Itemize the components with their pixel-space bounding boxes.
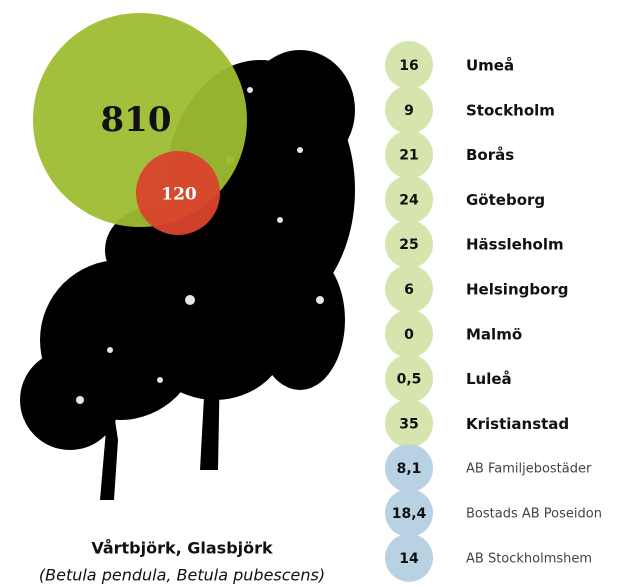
city-name: Malmö: [466, 325, 522, 343]
company-name: AB Familjebostäder: [466, 462, 592, 477]
small-value: 120: [161, 185, 197, 205]
city-name: Borås: [466, 146, 514, 164]
value-label: 6: [404, 282, 414, 298]
value-label: 24: [399, 192, 419, 208]
caption-subtitle: (Betula pendula, Betula pubescens): [39, 566, 325, 585]
infographic: 810 120 16 Umeå 9 Stockholm 21 Borås 24 Götebor…: [0, 0, 624, 587]
city-name: Göteborg: [466, 191, 545, 209]
city-name: Hässleholm: [466, 236, 564, 254]
value-label: 0: [404, 327, 414, 343]
value-label: 21: [399, 148, 418, 164]
city-name: Luleå: [466, 370, 512, 388]
city-name: Kristianstad: [466, 415, 569, 433]
city-name: Helsingborg: [466, 281, 569, 299]
list: 16 Umeå 9 Stockholm 21 Borås 24 Göteborg 25 Hässl…: [385, 41, 602, 582]
value-label: 25: [399, 237, 418, 253]
city-name: Stockholm: [466, 101, 555, 119]
city-name: Umeå: [466, 57, 514, 75]
value-label: 16: [399, 58, 418, 74]
value-label: 0,5: [397, 372, 422, 388]
value-label: 8,1: [397, 461, 422, 477]
value-label: 14: [399, 551, 419, 567]
company-name: AB Stockholmshem: [466, 551, 592, 566]
value-label: 9: [404, 103, 414, 119]
company-name: Bostads AB Poseidon: [466, 507, 602, 522]
large-value: 810: [101, 100, 172, 140]
caption-title: Vårtbjörk, Glasbjörk: [91, 539, 273, 558]
value-label: 18,4: [392, 506, 427, 522]
value-label: 35: [399, 416, 418, 432]
